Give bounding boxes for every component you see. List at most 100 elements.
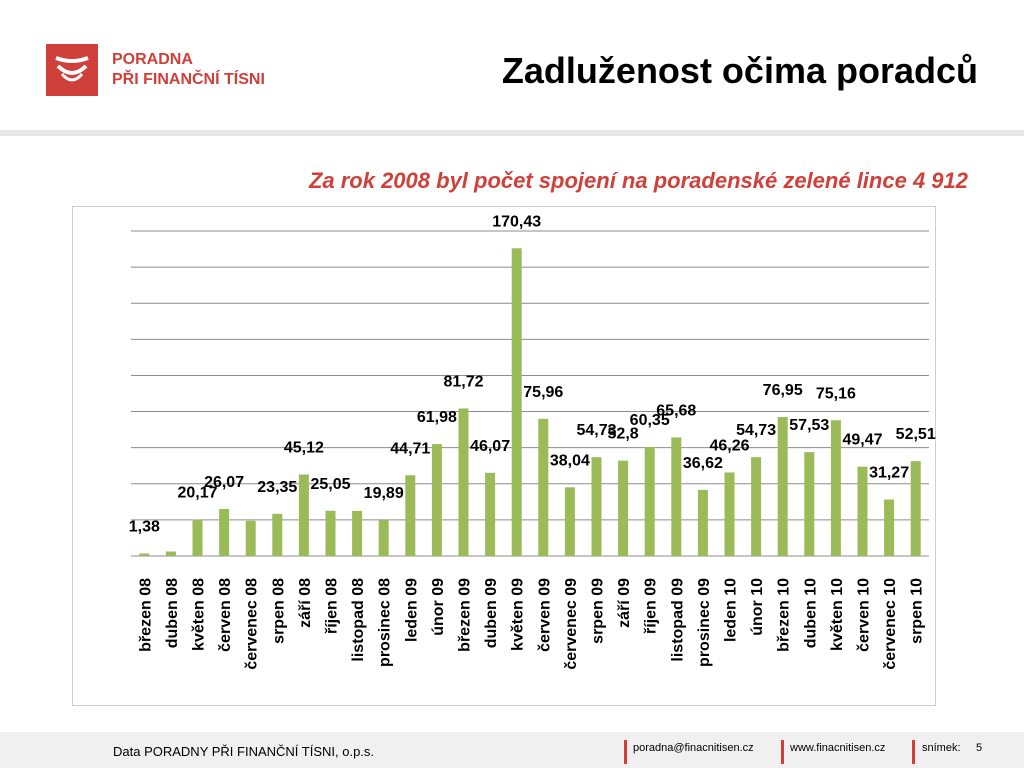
bar (405, 475, 416, 556)
data-label: 81,72 (443, 373, 483, 390)
data-label: 57,53 (789, 417, 829, 434)
category-label: červenec 08 (244, 578, 261, 670)
category-label: květen 10 (829, 578, 846, 651)
category-label: duben 09 (483, 578, 500, 648)
bar (378, 520, 389, 556)
data-label: 38,04 (550, 452, 590, 469)
data-label: 61,98 (417, 409, 457, 426)
category-label: listopad 09 (669, 578, 686, 662)
category-label: prosinec 08 (377, 578, 394, 667)
bar (671, 437, 682, 556)
bar (830, 420, 841, 556)
data-label: 23,35 (257, 479, 297, 496)
category-label: listopad 08 (350, 578, 367, 662)
poradna-logo-icon (46, 44, 98, 96)
header-divider (0, 130, 1024, 136)
category-label: červenec 09 (563, 578, 580, 670)
category-label: březen 08 (137, 578, 154, 652)
data-label: 20,17 (177, 485, 217, 502)
bar (618, 460, 629, 556)
category-label: srpen 09 (590, 578, 607, 644)
category-label: květen 09 (510, 578, 527, 651)
data-label: 76,95 (763, 382, 803, 399)
bar (591, 457, 602, 556)
category-label: leden 09 (403, 578, 420, 642)
bar (165, 551, 176, 556)
data-label: 46,26 (709, 437, 749, 454)
bar (298, 474, 309, 556)
data-label: 54,73 (576, 422, 616, 439)
logo-line1: PORADNA (112, 51, 193, 68)
bar (751, 457, 762, 556)
category-label: únor 10 (749, 578, 766, 636)
bar (538, 418, 549, 556)
category-label: červen 08 (217, 578, 234, 652)
chart-frame: 1,38 březen 08 duben 08 20,17 květen 08 26,07… (72, 206, 936, 706)
data-label: 36,62 (683, 455, 723, 472)
bar (884, 499, 895, 556)
data-label: 170,43 (492, 213, 541, 230)
bar (644, 447, 655, 556)
category-label: květen 08 (191, 578, 208, 651)
bar-chart: 1,38 březen 08 duben 08 20,17 květen 08 26,07… (129, 213, 936, 670)
bar (697, 489, 708, 556)
footer-web[interactable]: www.finacnitisen.cz (790, 742, 886, 754)
category-label: říjen 09 (643, 578, 660, 634)
logo-text: PORADNA PŘI FINANČNÍ TÍSNI (112, 50, 265, 90)
category-label: březen 10 (776, 578, 793, 652)
bar (804, 452, 815, 556)
category-label: říjen 08 (324, 578, 341, 634)
bar (857, 466, 868, 556)
bar (910, 461, 921, 556)
page-title: Zadluženost očima poradců (501, 50, 978, 91)
data-label: 49,47 (842, 432, 882, 449)
category-label: červen 09 (536, 578, 553, 652)
data-label: 45,12 (284, 440, 324, 457)
category-label: červen 10 (856, 578, 873, 652)
data-label: 60,35 (630, 412, 670, 429)
footer-email[interactable]: poradna@finacnitisen.cz (633, 742, 754, 754)
data-label: 65,68 (656, 402, 696, 419)
bar (724, 472, 735, 556)
footer-divider (781, 740, 784, 764)
category-label: srpen 08 (270, 578, 287, 644)
data-label: 75,96 (523, 384, 563, 401)
data-label: 25,05 (310, 476, 350, 493)
footer-slide-label: snímek: (922, 742, 961, 754)
footer-slide-number: 5 (976, 742, 983, 754)
bar (511, 248, 522, 556)
slide-subtitle: Za rok 2008 byl počet spojení na poraden… (308, 168, 968, 193)
bar (431, 444, 442, 556)
bar (192, 519, 203, 556)
bar (352, 510, 363, 556)
bar (245, 520, 256, 556)
bar (777, 417, 788, 556)
category-label: září 08 (297, 578, 314, 628)
bar (458, 408, 469, 556)
data-label: 46,07 (470, 438, 510, 455)
category-label: srpen 10 (909, 578, 926, 644)
data-label: 54,73 (736, 422, 776, 439)
data-label: 52,51 (896, 426, 936, 443)
data-label: 44,71 (390, 440, 430, 457)
bar (485, 472, 496, 556)
category-label: únor 09 (430, 578, 447, 636)
bar (272, 513, 283, 556)
footer-divider (912, 740, 915, 764)
bar (219, 508, 230, 556)
bar (139, 553, 150, 556)
category-label: prosinec 09 (696, 578, 713, 667)
data-label: 31,27 (869, 465, 909, 482)
category-label: září 09 (616, 578, 633, 628)
bar (564, 487, 575, 556)
footer: Data PORADNY PŘI FINANČNÍ TÍSNI, o.p.s. … (0, 732, 1024, 768)
category-label: duben 10 (802, 578, 819, 648)
logo-line2: PŘI FINANČNÍ TÍSNI (112, 71, 265, 88)
bar (325, 510, 336, 556)
footer-org: Data PORADNY PŘI FINANČNÍ TÍSNI, o.p.s. (113, 744, 375, 759)
category-label: březen 09 (457, 578, 474, 652)
footer-divider (624, 740, 627, 764)
data-label: 19,89 (364, 485, 404, 502)
category-label: červenec 10 (882, 578, 899, 670)
category-label: leden 10 (723, 578, 740, 642)
